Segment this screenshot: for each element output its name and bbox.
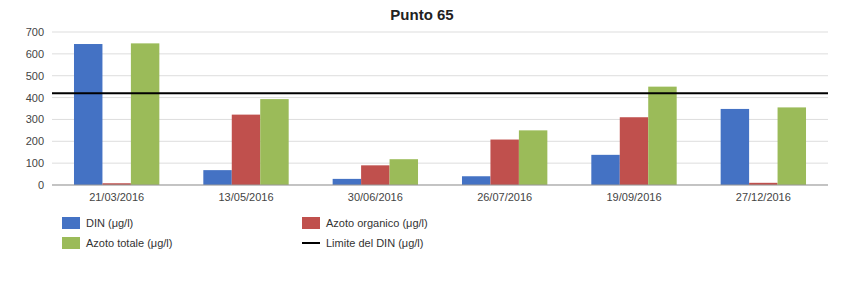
bar: [131, 43, 159, 185]
bar: [74, 44, 102, 185]
grid-line: [52, 32, 828, 33]
y-tick-label: 300: [26, 113, 44, 125]
legend-label: DIN (μg/l): [86, 217, 133, 229]
bar: [232, 115, 260, 185]
x-tick-label: 26/07/2016: [477, 191, 532, 203]
x-tick-label: 21/03/2016: [89, 191, 144, 203]
bar: [648, 87, 676, 185]
bar: [519, 130, 547, 185]
y-tick-label: 100: [26, 157, 44, 169]
x-tick-label: 30/06/2016: [348, 191, 403, 203]
x-tick-label: 13/05/2016: [218, 191, 273, 203]
chart-svg: Punto 65 0 100 200 300 400 500 600 700 21/03/2016…: [0, 0, 844, 283]
legend-swatch: [62, 237, 80, 249]
y-tick-label: 400: [26, 92, 44, 104]
legend-swatch: [302, 217, 320, 229]
legend-swatch: [302, 242, 320, 244]
title: Punto 65: [390, 6, 453, 23]
y-tick-label: 700: [26, 26, 44, 38]
bar: [721, 109, 749, 185]
legend-label: Azoto totale (μg/l): [86, 237, 172, 249]
grid-line: [52, 185, 828, 186]
grid-line: [52, 97, 828, 98]
bar: [203, 170, 231, 185]
bar: [462, 176, 490, 185]
bar: [361, 165, 389, 185]
bar: [620, 117, 648, 185]
y-tick-label: 500: [26, 70, 44, 82]
bar: [591, 155, 619, 185]
bar: [260, 99, 288, 185]
chart-container: Punto 65 0 100 200 300 400 500 600 700 21/03/2016…: [0, 0, 844, 283]
x-tick-label: 27/12/2016: [736, 191, 791, 203]
y-tick-label: 0: [38, 179, 44, 191]
bar: [778, 107, 806, 185]
x-tick-label: 19/09/2016: [606, 191, 661, 203]
bars: [74, 43, 806, 185]
legend-swatch: [62, 217, 80, 229]
legend-label: Azoto organico (μg/l): [326, 217, 428, 229]
limit-line: [52, 92, 828, 94]
grid-line: [52, 75, 828, 76]
grid: [52, 32, 828, 185]
grid-line: [52, 141, 828, 142]
bar: [490, 140, 518, 185]
bar: [390, 159, 418, 185]
legend: DIN (μg/l) Azoto organico (μg/l) Azoto tot…: [62, 217, 428, 249]
y-tick-label: 600: [26, 48, 44, 60]
grid-line: [52, 119, 828, 120]
grid-line: [52, 163, 828, 164]
legend-label: Limite del DIN (μg/l): [326, 237, 423, 249]
bar: [333, 179, 361, 185]
y-tick-label: 200: [26, 135, 44, 147]
x-axis-line: [52, 185, 828, 186]
grid-line: [52, 53, 828, 54]
